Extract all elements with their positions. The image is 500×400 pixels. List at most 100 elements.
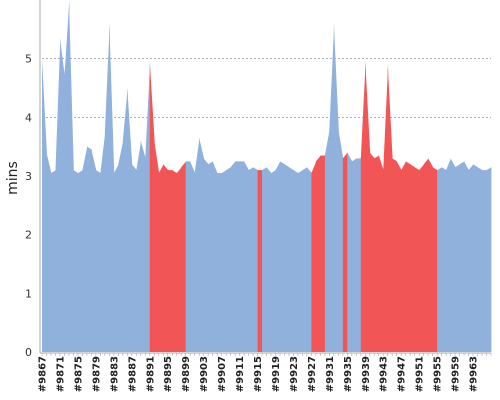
x-tick-label: #9895 xyxy=(163,356,174,392)
x-tick-label: #9879 xyxy=(91,356,102,392)
area-segment xyxy=(279,161,285,352)
area-segment xyxy=(145,61,151,352)
area-segment xyxy=(302,167,308,352)
area-segment xyxy=(46,152,52,352)
area-segment xyxy=(131,164,137,352)
area-segment xyxy=(194,137,200,352)
area-segment-highlighted xyxy=(167,170,173,352)
area-segment xyxy=(306,167,312,352)
area-segment xyxy=(68,0,74,352)
area-segment xyxy=(248,167,254,352)
area-segment xyxy=(464,161,469,352)
area-segment xyxy=(203,158,209,352)
area-segment xyxy=(199,137,205,352)
area-segment-highlighted xyxy=(163,164,169,352)
area-segment xyxy=(122,88,128,352)
y-tick-label: 2 xyxy=(25,229,32,242)
area-segment xyxy=(221,170,227,352)
area-series xyxy=(42,0,492,353)
area-segment xyxy=(91,149,97,352)
area-segment-highlighted xyxy=(311,161,317,352)
area-segment xyxy=(253,167,258,352)
y-tick-label: 4 xyxy=(25,111,32,124)
x-tick-label: #9923 xyxy=(289,356,300,392)
area-segment xyxy=(473,164,478,352)
area-segment-highlighted xyxy=(405,161,411,352)
area-segment-highlighted xyxy=(378,155,384,352)
area-segment xyxy=(118,140,124,352)
area-segment xyxy=(455,164,460,352)
area-segment-highlighted xyxy=(383,64,389,353)
area-segment xyxy=(482,170,487,352)
area-segment-highlighted xyxy=(423,158,429,352)
area-segment xyxy=(109,23,115,352)
area-segment-highlighted xyxy=(396,161,402,352)
area-segment xyxy=(86,146,92,352)
area-segment xyxy=(270,170,276,352)
area-segment xyxy=(324,129,330,352)
area-segment xyxy=(212,161,218,352)
y-tick-label: 1 xyxy=(25,287,32,300)
area-segment-highlighted xyxy=(315,155,321,352)
area-segment xyxy=(441,167,447,352)
area-segment xyxy=(42,58,47,353)
x-tick-label: #9911 xyxy=(235,356,246,392)
area-segment-highlighted xyxy=(172,170,178,352)
area-segment xyxy=(338,129,344,352)
area-segment-highlighted xyxy=(158,164,164,352)
area-segment-highlighted xyxy=(419,164,425,352)
x-tick-label: #9883 xyxy=(109,356,120,392)
area-segment-highlighted xyxy=(181,161,187,352)
y-tick-label: 5 xyxy=(25,53,32,66)
area-segment-highlighted xyxy=(320,155,326,352)
area-segment xyxy=(59,38,65,353)
x-tick-label: #9927 xyxy=(307,356,318,392)
area-segment xyxy=(293,170,299,352)
x-tick-label: #9939 xyxy=(361,356,372,392)
area-segment-highlighted xyxy=(154,140,160,352)
y-tick-labels: 0 1 2 3 4 5 xyxy=(25,53,32,359)
area-segment-highlighted xyxy=(401,161,407,352)
x-tick-label: #9959 xyxy=(451,356,462,392)
area-segment xyxy=(50,170,56,352)
x-tick-label: #9963 xyxy=(469,356,480,392)
x-tick-label: #9871 xyxy=(55,356,66,392)
area-segment xyxy=(73,170,79,352)
area-segment xyxy=(113,164,119,352)
area-segment xyxy=(347,152,353,352)
area-segment-highlighted xyxy=(432,167,438,352)
area-segment-highlighted xyxy=(342,152,348,352)
area-segment xyxy=(208,161,214,352)
area-segment xyxy=(446,158,451,352)
x-tick-label: #9947 xyxy=(397,356,408,392)
area-segment xyxy=(284,164,290,352)
area-segment-highlighted xyxy=(257,170,263,352)
x-tick-label: #9915 xyxy=(253,356,264,392)
x-tick-label: #9875 xyxy=(73,356,84,392)
area-segment-highlighted xyxy=(360,61,366,352)
area-segment xyxy=(77,170,83,352)
area-segment xyxy=(244,161,249,352)
area-segment-highlighted xyxy=(410,164,416,352)
area-segment xyxy=(477,167,483,352)
area-segment xyxy=(127,88,133,352)
area-segment xyxy=(468,164,474,352)
area-segment xyxy=(217,173,222,352)
area-segment xyxy=(55,38,61,353)
x-tick-label: #9951 xyxy=(415,356,426,392)
area-segment xyxy=(262,167,267,352)
area-segment xyxy=(356,158,362,352)
area-segment xyxy=(333,23,339,352)
area-segment-highlighted xyxy=(369,152,375,352)
area-segment xyxy=(450,158,456,352)
x-tick-label: #9907 xyxy=(217,356,228,392)
x-tick-label: #9891 xyxy=(145,356,156,392)
area-segment xyxy=(230,161,236,352)
area-segment xyxy=(297,170,303,352)
x-tick-labels: #9867 #9871 #9875 #9879 #9883 #9887 #9891 #9895… xyxy=(38,353,492,392)
area-segment xyxy=(239,161,245,352)
area-segment-highlighted xyxy=(149,61,155,352)
x-tick-label: #9935 xyxy=(343,356,354,392)
x-tick-label: #9919 xyxy=(271,356,282,392)
